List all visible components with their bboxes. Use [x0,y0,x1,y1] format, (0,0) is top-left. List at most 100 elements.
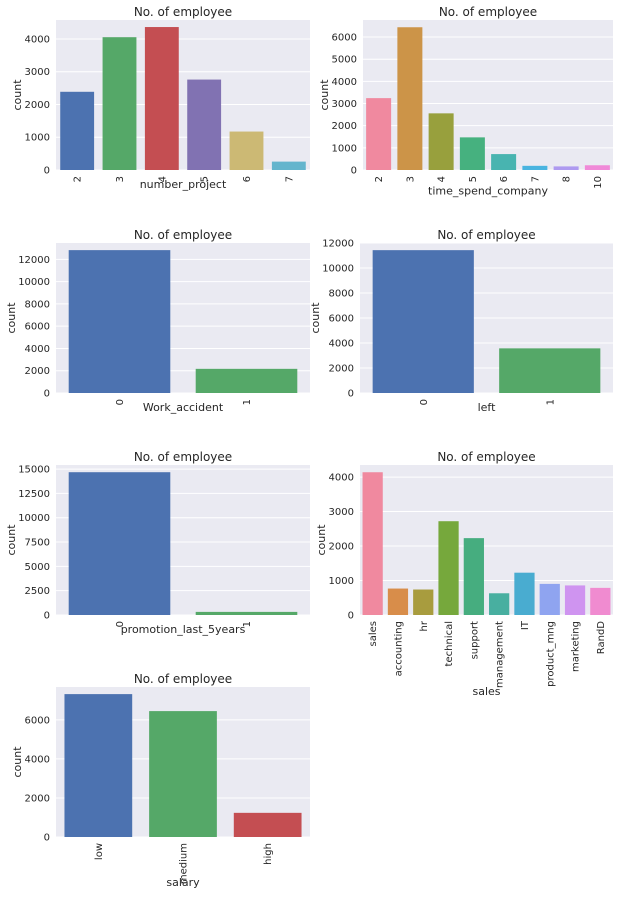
x-tick-label: 1 [242,621,253,627]
y-tick-label: 0 [44,166,50,177]
bar-1 [195,611,298,615]
chart-panel-6: 0 1000 2000 3000 4000 sales accounting hr techni… [315,450,613,698]
x-tick-label: support [469,621,480,659]
y-tick-label: 4000 [25,344,50,355]
x-tick-label: 5 [468,176,479,182]
bar-5 [459,137,485,170]
bar-4 [428,113,454,170]
y-tick-label: 2000 [329,542,354,553]
bar-low [64,694,133,837]
y-tick-label: 8000 [25,299,50,310]
bar-2 [366,98,392,170]
y-tick-label: 6000 [329,314,354,325]
x-tick-label: RandD [596,621,607,655]
y-tick-label: 0 [44,611,50,622]
bar-sales [362,472,383,615]
x-tick-label: 8 [562,176,573,182]
x-tick-label: 4 [157,176,168,182]
x-tick-label: marketing [571,621,582,672]
y-tick-label: 7500 [25,538,50,549]
y-tick-label: 1000 [329,576,354,587]
y-tick-label: 2000 [329,364,354,375]
bar-1 [195,368,298,393]
y-tick-label: 4000 [332,77,357,88]
y-tick-label: 10000 [18,277,50,288]
x-tick-label: technical [444,621,455,666]
y-tick-label: 4000 [25,754,50,765]
x-tick-label: 7 [284,176,295,182]
chart-title: No. of employee [134,450,232,464]
y-axis-label: count [309,302,322,334]
bar-7 [271,161,306,170]
chart-title: No. of employee [439,5,537,19]
y-tick-label: 10000 [18,513,50,524]
x-tick-label: 0 [115,621,126,627]
x-axis-label: sales [472,685,500,698]
bar-product_mng [539,583,560,615]
x-tick-label: 0 [115,399,126,405]
bar-0 [68,250,171,393]
y-tick-label: 15000 [18,465,50,476]
y-tick-label: 5000 [332,55,357,66]
x-tick-label: 3 [405,176,416,182]
x-tick-label: management [495,621,506,688]
chart-title: No. of employee [134,228,232,242]
y-tick-label: 0 [348,611,354,622]
chart-panel-5: 0 2500 5000 7500 10000 12500 15000 0 1 No. of emp… [5,450,310,636]
y-tick-label: 8000 [329,289,354,300]
y-tick-label: 0 [44,833,50,844]
y-tick-label: 10000 [322,264,354,275]
x-tick-label: IT [520,620,531,630]
y-tick-label: 12500 [18,489,50,500]
bar-technical [438,521,459,615]
bar-high [233,812,302,837]
chart-panel-7: 0 2000 4000 6000 low medium high No. of employe… [11,672,310,889]
bar-5 [187,79,222,170]
y-tick-label: 3000 [25,67,50,78]
chart-title: No. of employee [437,228,535,242]
x-tick-label: high [263,843,274,865]
y-axis-label: count [5,302,18,334]
chart-title: No. of employee [134,5,232,19]
x-tick-label: sales [368,621,379,646]
bar-3 [397,27,423,171]
bar-1 [499,348,601,393]
x-tick-label: 3 [115,176,126,182]
bar-RandD [590,587,611,615]
x-tick-label: 6 [499,176,510,182]
y-tick-label: 2000 [25,793,50,804]
bar-10 [584,165,610,170]
x-tick-label: 1 [545,399,556,405]
chart-panel-4: 0 2000 4000 6000 8000 10000 12000 0 1 No. of empl… [309,228,613,414]
y-tick-label: 3000 [329,507,354,518]
bar-6 [491,154,517,170]
x-axis-label: Work_accident [143,401,224,414]
y-tick-label: 3000 [332,99,357,110]
x-tick-label: 0 [419,399,430,405]
bar-IT [514,572,535,615]
bar-marketing [564,585,586,615]
y-axis-label: count [318,79,331,111]
y-tick-label: 0 [44,389,50,400]
bar-hr [413,589,434,615]
y-axis-label: count [11,746,24,778]
bar-2 [60,91,95,170]
bar-support [463,538,484,615]
x-axis-label: salary [166,876,200,889]
y-axis-label: count [11,79,24,111]
x-tick-label: 5 [200,176,211,182]
plot-background [56,20,310,170]
bar-0 [68,472,171,615]
bar-4 [144,27,179,170]
x-tick-label: 2 [73,176,84,182]
bar-8 [553,166,579,170]
y-axis-label: count [5,524,18,556]
y-tick-label: 2500 [25,586,50,597]
y-tick-label: 12000 [18,255,50,266]
y-tick-label: 1000 [332,143,357,154]
chart-panel-1: 0 1000 2000 3000 4000 2 3 4 5 6 7 No. of employee nu… [11,5,310,191]
y-tick-label: 2000 [25,100,50,111]
y-axis-label: count [315,524,328,556]
x-axis-label: number_project [140,178,227,191]
y-tick-label: 5000 [25,562,50,573]
